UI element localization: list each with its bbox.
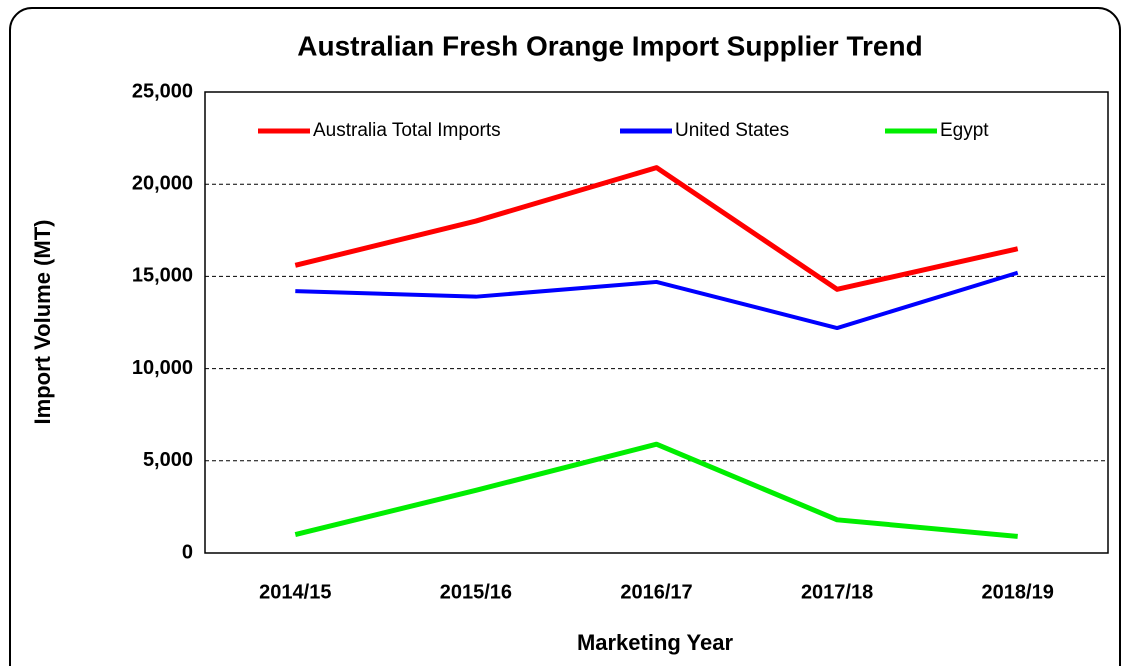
series-line — [294, 165, 1019, 292]
chart-frame — [9, 7, 1121, 671]
legend-label: United States — [675, 120, 789, 141]
series-line — [294, 441, 1018, 539]
plot-area — [204, 91, 1109, 554]
y-axis-label: Import Volume (MT) — [30, 220, 55, 425]
chart-title: Australian Fresh Orange Import Supplier … — [297, 30, 922, 61]
series-line — [295, 270, 1019, 331]
y-tick-label: 20,000 — [132, 172, 193, 194]
legend-label: Egypt — [940, 120, 989, 141]
x-tick-label: 2017/18 — [801, 581, 873, 603]
x-tick-label: 2015/16 — [440, 581, 512, 603]
legend-label: Australia Total Imports — [313, 120, 501, 141]
y-tick-label: 10,000 — [132, 357, 193, 379]
y-tick-label: 15,000 — [132, 265, 193, 287]
y-tick-label: 0 — [182, 541, 193, 563]
x-axis-label: Marketing Year — [577, 630, 734, 655]
x-tick-label: 2016/17 — [620, 581, 692, 603]
x-tick-label: 2014/15 — [259, 581, 331, 603]
y-tick-label: 5,000 — [143, 449, 193, 471]
y-tick-label: 25,000 — [132, 80, 193, 102]
x-tick-label: 2018/19 — [982, 581, 1054, 603]
